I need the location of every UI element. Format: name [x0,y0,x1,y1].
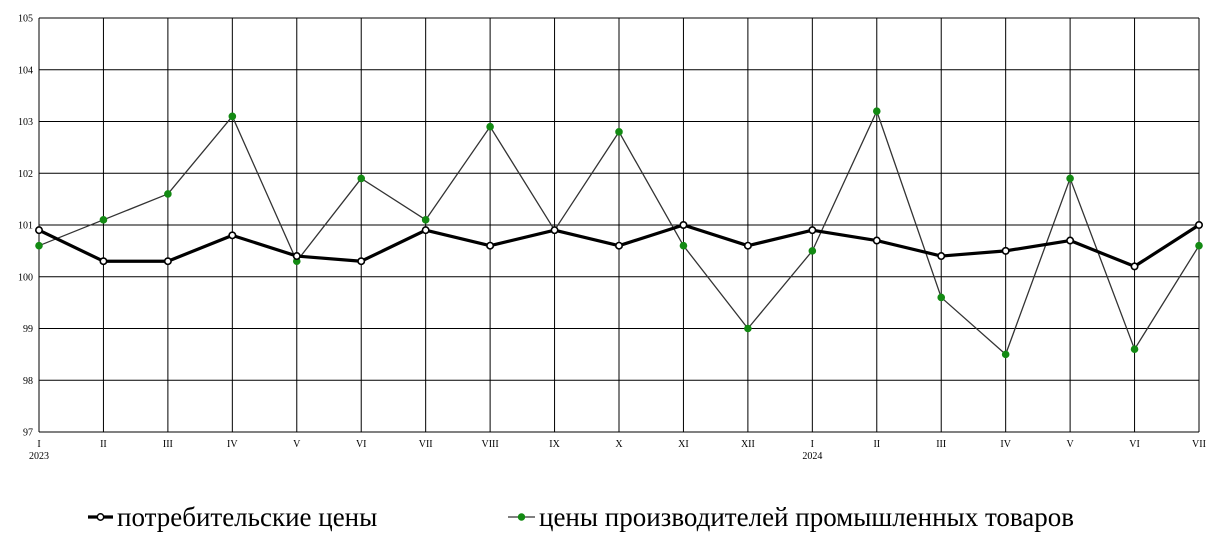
legend-label: цены производителей промышленных товаров [539,502,1074,532]
x-tick-label: III [163,439,173,450]
x-tick-label: IX [549,439,560,450]
data-point-consumer-prices [357,257,366,266]
x-tick-label: I [37,439,40,450]
data-point-producer-prices [164,190,172,198]
data-point-consumer-prices [163,257,172,266]
y-tick-label: 103 [18,117,33,128]
data-point-producer-prices [486,122,494,131]
year-label: 2023 [29,451,49,462]
data-point-producer-prices [35,241,43,250]
year-label: 2024 [802,451,822,462]
x-tick-label: X [615,439,623,450]
data-point-producer-prices [421,216,430,224]
chart-series [34,107,1204,359]
x-tick-label: III [936,439,946,450]
x-tick-label: XI [678,439,689,450]
data-point-producer-prices [615,128,623,136]
data-point-producer-prices [1001,350,1010,359]
data-point-producer-prices [357,174,366,183]
data-point-consumer-prices [1130,262,1139,271]
x-tick-label: VII [419,439,433,450]
legend-label: потребительские цены [117,502,377,532]
y-tick-label: 105 [18,14,33,25]
data-point-consumer-prices [550,226,559,235]
data-point-producer-prices [872,107,881,115]
data-point-producer-prices [1195,241,1203,250]
x-tick-label: V [1066,439,1074,450]
x-tick-label: IV [1000,439,1011,450]
data-point-producer-prices [808,247,817,255]
data-point-consumer-prices [486,241,495,250]
y-tick-label: 98 [23,376,33,387]
data-point-consumer-prices [1001,246,1010,255]
y-tick-label: 97 [23,428,33,439]
data-point-producer-prices [1066,174,1074,183]
data-point-producer-prices [679,241,688,250]
data-point-producer-prices [228,112,237,121]
data-point-consumer-prices [34,226,43,235]
data-point-producer-prices [937,293,946,302]
data-point-consumer-prices [1195,221,1204,230]
x-tick-label: II [100,439,107,450]
data-point-consumer-prices [421,226,430,235]
data-point-consumer-prices [679,221,688,230]
x-tick-label: VIII [482,439,499,450]
legend-marker-swatch [96,513,105,521]
data-point-consumer-prices [1066,236,1075,245]
x-tick-label: VII [1192,439,1206,450]
data-point-consumer-prices [743,241,752,250]
x-tick-label: XII [741,439,755,450]
data-point-consumer-prices [872,236,881,245]
data-point-consumer-prices [614,241,623,250]
x-tick-label: VI [1129,439,1140,450]
data-point-producer-prices [99,216,108,224]
legend-item-producer-prices: цены производителей промышленных товаров [508,502,1074,532]
data-point-consumer-prices [808,226,817,235]
y-tick-label: 101 [18,221,33,232]
legend-item-consumer-prices: потребительские цены [88,502,377,532]
y-tick-label: 100 [18,272,33,283]
legend-marker-swatch [517,513,526,521]
data-point-producer-prices [744,324,752,333]
data-point-consumer-prices [99,257,108,266]
x-tick-label: II [873,439,880,450]
y-tick-label: 99 [23,324,33,335]
y-tick-label: 102 [18,169,33,180]
data-point-producer-prices [1130,345,1139,354]
data-point-consumer-prices [292,252,301,261]
data-point-consumer-prices [937,252,946,261]
chart-grid [38,17,1200,433]
data-point-consumer-prices [228,231,237,240]
x-tick-label: V [293,439,301,450]
x-tick-label: I [811,439,814,450]
x-tick-label: IV [227,439,238,450]
y-tick-label: 104 [18,65,33,76]
x-tick-label: VI [356,439,367,450]
chart-legend: потребительские цены цены производителей … [88,502,1074,532]
